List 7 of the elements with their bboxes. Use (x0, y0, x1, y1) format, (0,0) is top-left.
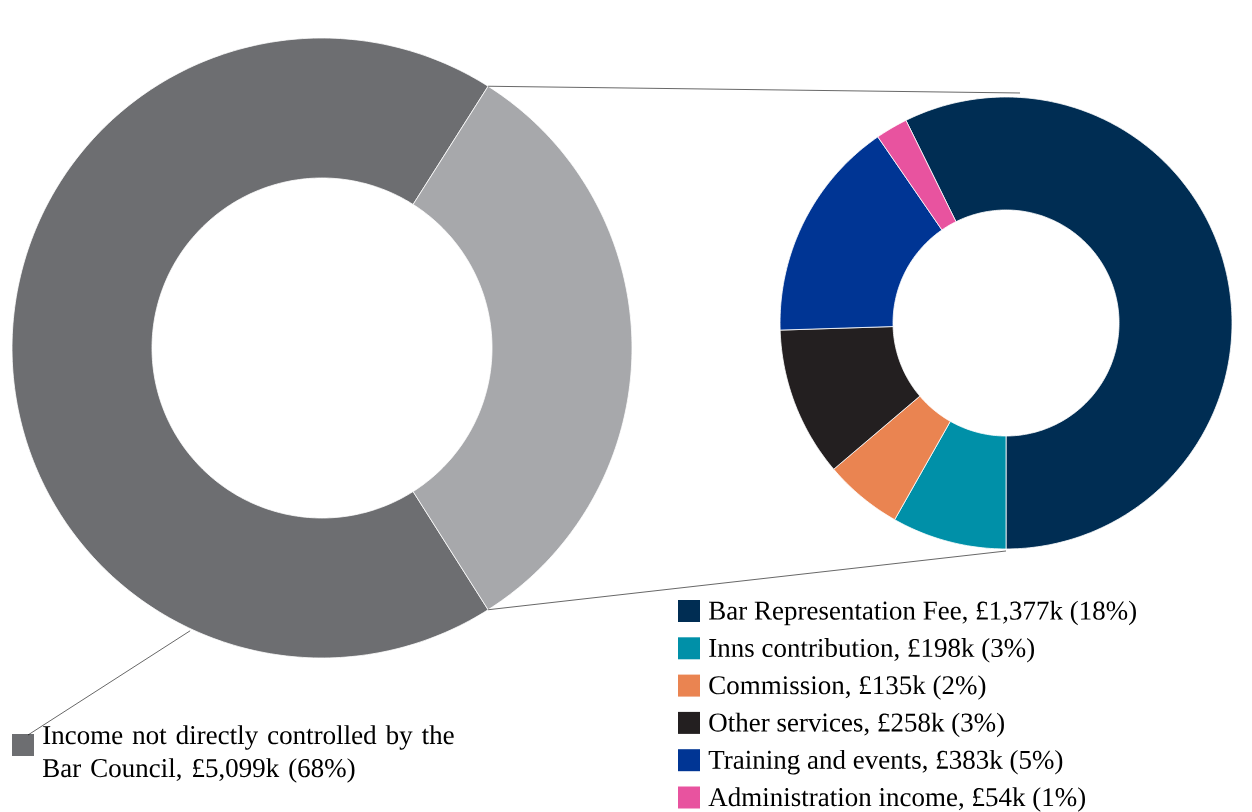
legend-label: Other services, £258k (3%) (709, 712, 1004, 738)
legend-label: Income not directly controlled by the Bar Council, £5,099k (68%) (42, 725, 454, 783)
legend-label: Inns contribution, £198k (3%) (709, 638, 1035, 663)
legend-label: Training and events, £383k (5%) (708, 749, 1063, 775)
legend-label: Administration income, £54k (1%) (708, 787, 1086, 812)
legend-label: Bar Representation Fee, £1,377k (18%) (709, 600, 1136, 626)
legend-label: Commission, £135k (2%) (709, 675, 986, 700)
